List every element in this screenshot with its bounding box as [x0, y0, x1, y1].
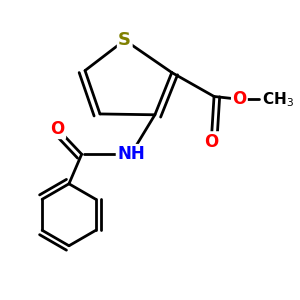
Text: S: S — [118, 31, 131, 49]
Text: O: O — [204, 133, 218, 151]
Text: NH: NH — [117, 145, 145, 163]
Text: O: O — [232, 90, 247, 108]
Text: CH$_3$: CH$_3$ — [262, 90, 294, 109]
Text: O: O — [51, 120, 65, 138]
